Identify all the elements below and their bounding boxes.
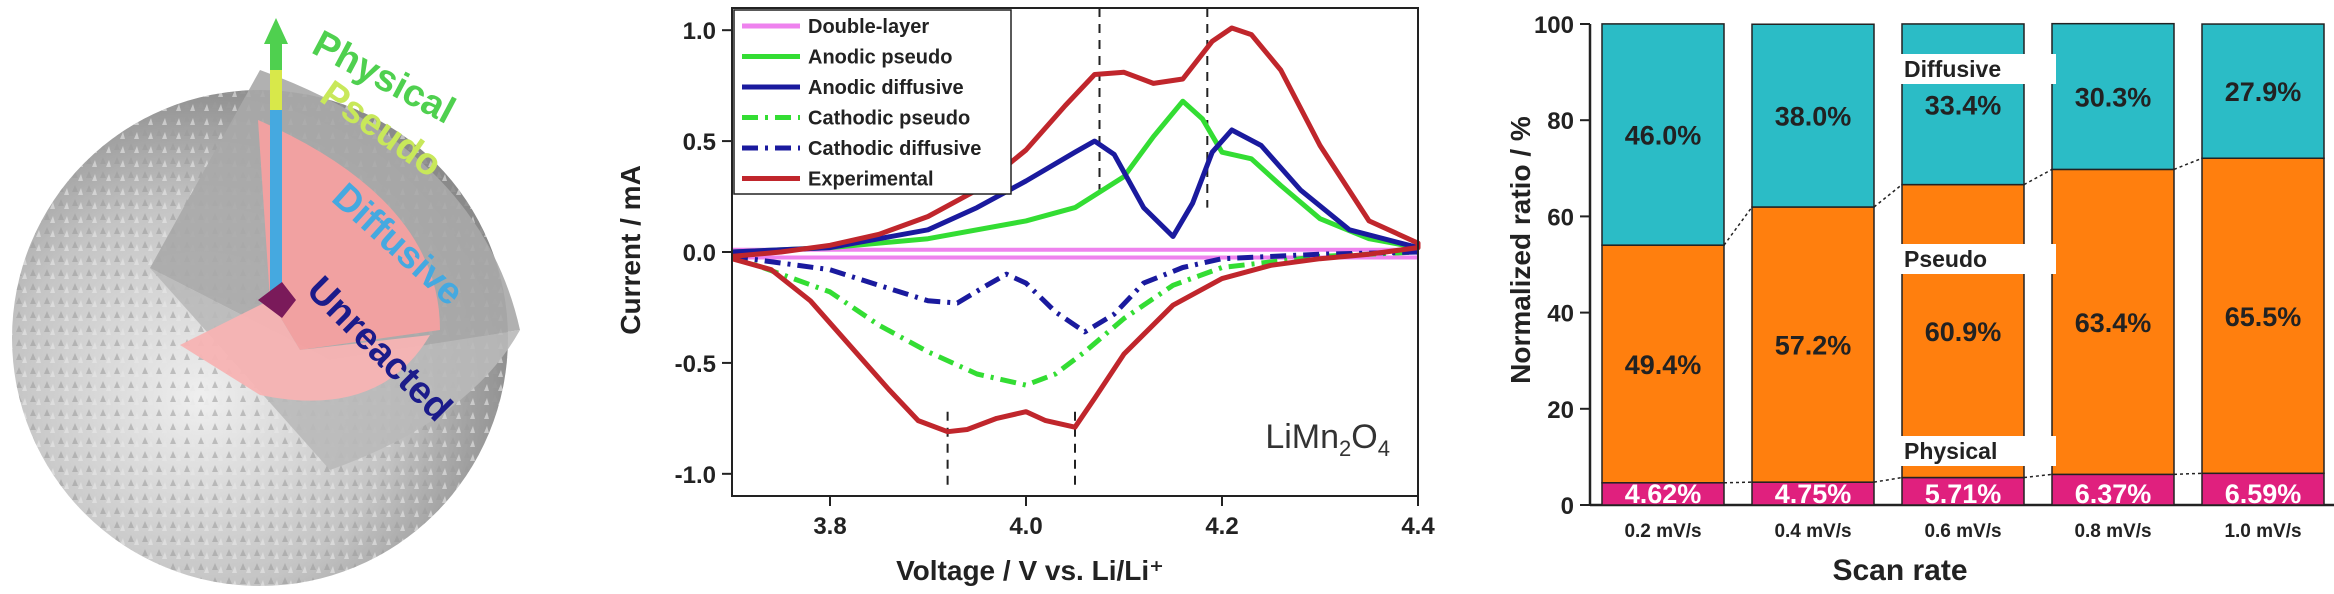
bar-value-label: 6.59% — [2225, 479, 2302, 509]
bars-connector — [2023, 473, 2053, 479]
bars-ytick-label: 0 — [1561, 493, 1574, 520]
bar-segment-diffusive — [1751, 23, 1875, 208]
bar-segment-diffusive — [2051, 22, 2175, 171]
bars-category-label: 1.0 mV/s — [2224, 521, 2301, 542]
bars-category-label: 0.4 mV/s — [1774, 521, 1851, 542]
cv-series-anodic-pseudo — [731, 98, 1419, 255]
bars-connector — [1873, 184, 1903, 208]
cv-ytick-label: -0.5 — [675, 351, 716, 378]
cv-legend-label: Cathodic pseudo — [808, 108, 970, 130]
bar-value-label: 63.4% — [2075, 308, 2152, 338]
bar-segment-physical — [2201, 472, 2325, 506]
cv-plot-frame — [731, 7, 1419, 497]
cv-legend-label: Cathodic diffusive — [808, 138, 981, 160]
cv-xtick-label: 3.8 — [813, 513, 846, 540]
bars-category-label: 0.2 mV/s — [1624, 521, 1701, 542]
bars-connector — [1873, 476, 1903, 483]
bars-annotation-pseudo: Pseudo — [1904, 246, 1987, 272]
cv-ylabel: Current / mA — [615, 165, 646, 335]
bars-ytick-label: 20 — [1547, 397, 1574, 424]
bars-annotation-box — [1898, 244, 2056, 274]
cv-ytick-label: 0.5 — [683, 129, 716, 156]
unreacted-core-marker — [258, 282, 296, 318]
cv-chart: Current / mA Voltage / V vs. Li/Li⁺ 3.8 4… — [615, 7, 1435, 586]
bars-ytick-label: 60 — [1547, 204, 1574, 231]
bar-segment-diffusive — [2201, 23, 2325, 159]
cv-series-cathodic-diffusive — [731, 249, 1419, 335]
cv-xtick-label: 4.4 — [1401, 513, 1435, 540]
bars-xlabel: Scan rate — [1832, 554, 1967, 587]
bar-value-label: 6.37% — [2075, 479, 2152, 509]
bar-segment-diffusive — [1601, 23, 1725, 246]
bars-connector — [1723, 481, 1753, 484]
axis-bar-pseudo — [270, 70, 282, 110]
bars-annotation-diffusive: Diffusive — [1904, 56, 2001, 82]
bars-connector — [2173, 157, 2203, 171]
cv-ytick-label: 1.0 — [683, 18, 716, 45]
bars-ylabel: Normalized ratio / % — [1505, 116, 1536, 384]
bar-segment-pseudo — [1601, 244, 1725, 484]
cv-ytick-label: 0.0 — [683, 240, 716, 267]
bar-value-label: 60.9% — [1925, 317, 2002, 347]
bar-segment-diffusive — [1901, 23, 2025, 186]
axis-bar-diffusive — [270, 110, 282, 300]
bar-value-label: 38.0% — [1775, 102, 1852, 132]
bar-value-label: 33.4% — [1925, 90, 2002, 120]
bar-segment-pseudo — [2201, 157, 2325, 475]
cv-xtick-label: 4.2 — [1205, 513, 1238, 540]
cutaway-core-bottom — [180, 300, 430, 401]
bar-value-label: 46.0% — [1625, 121, 1702, 151]
cv-series-anodic-diffusive — [731, 127, 1419, 255]
bar-segment-physical — [1901, 476, 2025, 506]
particle-schematic: Physical Pseudo Diffusive Unreacted — [12, 18, 520, 586]
bars-category-label: 0.6 mV/s — [1924, 521, 2001, 542]
axis-arrow-head — [264, 18, 288, 44]
bar-segment-physical — [2051, 473, 2175, 506]
cv-series-cathodic-pseudo — [731, 249, 1419, 388]
bars-annotation-box — [1898, 436, 2056, 466]
bar-segment-pseudo — [1901, 183, 2025, 479]
cv-legend-box — [733, 9, 1012, 195]
cutaway-core — [258, 120, 440, 350]
bar-value-label: 4.75% — [1775, 479, 1852, 509]
bars-connector — [1723, 206, 1753, 246]
ratio-bar-chart: Normalized ratio / % Scan rate 0 20 40 60 80… — [1505, 12, 2334, 587]
cv-xlabel: Voltage / V vs. Li/Li⁺ — [896, 555, 1164, 586]
bar-value-label: 27.9% — [2225, 77, 2302, 107]
cv-ytick-label: -1.0 — [675, 462, 716, 489]
cv-xtick-label: 4.0 — [1009, 513, 1042, 540]
bars-ytick-label: 80 — [1547, 108, 1574, 135]
bar-value-label: 4.62% — [1625, 479, 1702, 509]
cv-legend-label: Experimental — [808, 169, 934, 191]
bar-value-label: 30.3% — [2075, 83, 2152, 113]
bars-ytick-label: 100 — [1534, 12, 1574, 39]
bar-value-label: 57.2% — [1775, 331, 1852, 361]
cv-legend-label: Anodic pseudo — [808, 47, 952, 69]
bar-value-label: 49.4% — [1625, 350, 1702, 380]
axis-bar-physical — [270, 42, 282, 70]
bars-annotation-box — [1898, 54, 2056, 84]
bar-segment-pseudo — [2051, 168, 2175, 476]
bar-value-label: 5.71% — [1925, 479, 2002, 509]
bars-connector — [2173, 472, 2203, 476]
bar-value-label: 65.5% — [2225, 302, 2302, 332]
cv-material-label: LiMn2O4 — [1265, 418, 1390, 461]
bars-ytick-label: 40 — [1547, 301, 1574, 328]
bars-connector — [2023, 168, 2053, 186]
cv-legend-label: Double-layer — [808, 16, 929, 38]
bars-annotation-physical: Physical — [1904, 438, 1997, 464]
bars-category-label: 0.8 mV/s — [2074, 521, 2151, 542]
bar-segment-pseudo — [1751, 206, 1875, 483]
cv-legend-label: Anodic diffusive — [808, 77, 964, 99]
